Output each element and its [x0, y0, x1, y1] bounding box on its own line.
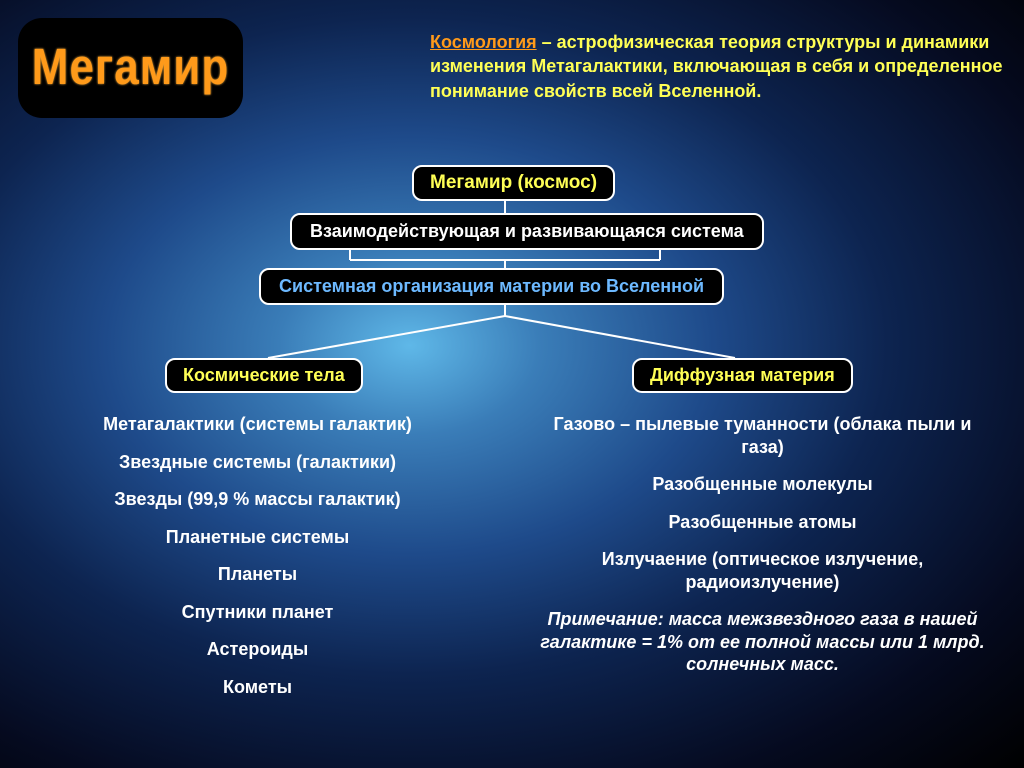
- sub-node-1: Взаимодействующая и развивающаяся систем…: [290, 213, 764, 250]
- left-column: Метагалактики (системы галактик) Звездны…: [40, 398, 475, 713]
- branch-header-left: Космические тела: [165, 358, 363, 393]
- list-item: Излучаение (оптическое излучение, радиои…: [530, 548, 995, 593]
- title-box: Мегамир: [18, 18, 243, 118]
- root-node: Мегамир (космос): [412, 165, 615, 201]
- list-item: Планетные системы: [40, 526, 475, 549]
- list-item: Кометы: [40, 676, 475, 699]
- list-item: Астероиды: [40, 638, 475, 661]
- sub-node-2: Системная организация материи во Вселенн…: [259, 268, 724, 305]
- list-item: Планеты: [40, 563, 475, 586]
- list-item: Метагалактики (системы галактик): [40, 413, 475, 436]
- definition-block: Космология – астрофизическая теория стру…: [430, 30, 1010, 103]
- list-item: Газово – пылевые туманности (облака пыли…: [530, 413, 995, 458]
- right-column: Газово – пылевые туманности (облака пыли…: [530, 398, 995, 691]
- list-item: Разобщенные молекулы: [530, 473, 995, 496]
- list-item: Звезды (99,9 % массы галактик): [40, 488, 475, 511]
- list-item: Разобщенные атомы: [530, 511, 995, 534]
- main-title: Мегамир: [32, 39, 229, 97]
- list-item: Звездные системы (галактики): [40, 451, 475, 474]
- note-item: Примечание: масса межзвездного газа в на…: [530, 608, 995, 676]
- definition-term: Космология: [430, 32, 537, 52]
- branch-header-right: Диффузная материя: [632, 358, 853, 393]
- list-item: Спутники планет: [40, 601, 475, 624]
